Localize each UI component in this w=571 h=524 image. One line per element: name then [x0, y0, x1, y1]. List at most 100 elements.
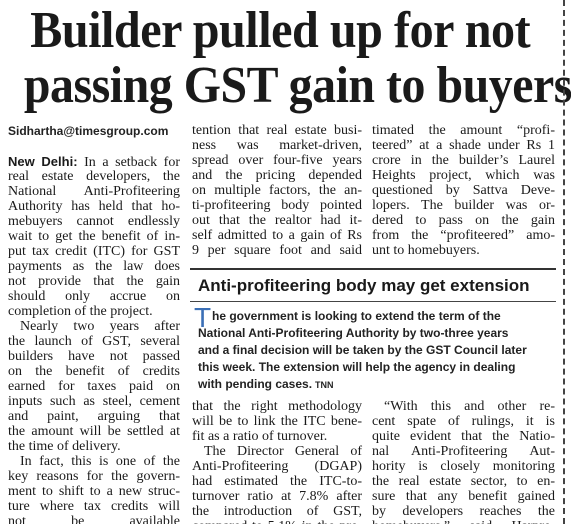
- text-line: will be to link the ITC bene-: [192, 414, 362, 429]
- text-line: homebuyers,” said Harpre-: [372, 519, 555, 524]
- text: on multiple factors, the an-: [192, 183, 362, 198]
- text: out that the realtor had it-: [192, 213, 362, 228]
- text-line-content: on multiple factors, the an-: [192, 183, 362, 198]
- text-line: Nearly two years after: [20, 319, 180, 334]
- text: not be available: [8, 514, 180, 524]
- text-line: Authority has held that ho-: [8, 199, 180, 214]
- text: National Anti-Profiteering Authority by …: [198, 326, 509, 340]
- text-line: the introduction of GST,: [192, 504, 362, 519]
- text-line-content: will be to link the ITC bene-: [192, 414, 362, 429]
- text-line-content: ment to shift to a new struc-: [8, 484, 180, 499]
- text-line: teered” at a shade under Rs 1: [372, 138, 555, 153]
- text: mebuyers cannot endlessly: [8, 214, 180, 229]
- text-line-content: the time of delivery.: [8, 439, 121, 454]
- text: quite evident that the Natio-: [372, 429, 555, 444]
- text-line-content: earned for taxes paid on: [8, 379, 180, 394]
- text-line: from the “profiteered” amo-: [372, 228, 555, 243]
- text: the launch of GST, several: [8, 334, 180, 349]
- text-line: the real estate sector, to en-: [372, 474, 555, 489]
- text-line-content: Anti-Profiteering (DGAP): [192, 459, 362, 474]
- text-line: real estate developers, the: [8, 169, 180, 184]
- text: not provide that the gain: [8, 274, 180, 289]
- text-line: wait to get the benefit of in-: [8, 229, 180, 244]
- text-line-content: by developers reaches the: [372, 504, 555, 519]
- text-line: the launch of GST, several: [8, 334, 180, 349]
- text-line: quite evident that the Natio-: [372, 429, 555, 444]
- text: nal Anti-Profiteering Aut-: [372, 444, 555, 459]
- text: 9 per square foot and said: [192, 243, 362, 258]
- text-line-content: 9 per square foot and said: [192, 243, 362, 258]
- text: put tax credit (ITC) for GST: [8, 244, 180, 259]
- text-line: that the right methodology: [192, 399, 362, 414]
- text: the amount will be settled at: [8, 424, 180, 439]
- text-line: crore in the builder’s Laurel: [372, 153, 555, 168]
- text-line-content: hority is closely monitoring: [372, 459, 555, 474]
- text-line: The Director General of: [204, 444, 362, 459]
- text-line-content: “With this and other re-: [384, 399, 555, 414]
- text-line: compared to 5.1% in the pre-: [192, 519, 362, 524]
- text-line: mebuyers cannot endlessly: [8, 214, 180, 229]
- text-line-content: should only accrue on: [8, 289, 180, 304]
- text-line-content: teered” at a shade under Rs 1: [372, 138, 555, 153]
- text-line: dered to pass on the gain: [372, 213, 555, 228]
- text-line-content: ti-profiteering body pointed: [192, 198, 362, 213]
- text: Authority has held that ho-: [8, 199, 180, 214]
- text-line-content: and paint, arguing that: [8, 409, 180, 424]
- text: hority is closely monitoring: [372, 459, 555, 474]
- text: the introduction of GST,: [192, 504, 362, 519]
- credit: TNN: [315, 380, 334, 390]
- text: the time of delivery.: [8, 439, 121, 454]
- text: self admitted to a gain of Rs: [192, 228, 362, 243]
- text: payments as the law does: [8, 259, 180, 274]
- text-line-content: inputs such as steel, cement: [8, 394, 180, 409]
- text-line-content: had estimated the ITC-to-: [192, 474, 362, 489]
- text: National Anti-Profiteering: [8, 184, 180, 199]
- text: key reasons for the govern-: [8, 469, 180, 484]
- text: and paint, arguing that: [8, 409, 180, 424]
- text-line-content: turnover ratio at 7.8% after: [192, 489, 362, 504]
- drop-initial: T: [194, 302, 212, 333]
- text-line: timated the amount “profi-: [372, 123, 555, 138]
- text-line-content: self admitted to a gain of Rs: [192, 228, 362, 243]
- text: the real estate sector, to en-: [372, 474, 555, 489]
- text-line: nal Anti-Profiteering Aut-: [372, 444, 555, 459]
- text: fit as a ratio of turnover.: [192, 429, 328, 444]
- text: Heights project, which was: [372, 168, 555, 183]
- text-line-content: out that the realtor had it-: [192, 213, 362, 228]
- text-line: had estimated the ITC-to-: [192, 474, 362, 489]
- text: ness was market-driven,: [192, 138, 362, 153]
- text-line: ness was market-driven,: [192, 138, 362, 153]
- text-line: self admitted to a gain of Rs: [192, 228, 362, 243]
- text-line-content: and the pricing depended: [192, 168, 362, 183]
- text: and a final decision will be taken by th…: [198, 343, 527, 357]
- text-line-content: In fact, this is one of the: [20, 454, 180, 469]
- text-line-content: fit as a ratio of turnover.: [192, 429, 327, 444]
- text-line-content: compared to 5.1% in the pre-: [192, 519, 362, 524]
- text: and the pricing depended: [192, 168, 362, 183]
- text: by developers reaches the: [372, 504, 555, 519]
- text: on the benefit of credits: [8, 364, 180, 379]
- text-line-content: not be available: [8, 514, 180, 524]
- text-line: 9 per square foot and said: [192, 243, 362, 258]
- text-line-content: lopers. The builder was or-: [372, 198, 555, 213]
- text-line: hority is closely monitoring: [372, 459, 555, 474]
- text-line: cent spate of rulings, it is: [372, 414, 555, 429]
- text-line-content: payments as the law does: [8, 259, 180, 274]
- text-line-content: Nearly two years after: [20, 319, 180, 334]
- sidebar-line: National Anti-Profiteering Authority by …: [198, 325, 508, 342]
- text: he government is looking to extend the t…: [212, 309, 501, 323]
- text: that the right methodology: [192, 399, 362, 414]
- text: dered to pass on the gain: [372, 213, 555, 228]
- text-line: questioned by Sattva Deve-: [372, 183, 555, 198]
- text: The Director General of: [204, 444, 362, 459]
- text-line: not be available: [8, 514, 180, 524]
- text-line-content: the launch of GST, several: [8, 334, 180, 349]
- text: crore in the builder’s Laurel: [372, 153, 555, 168]
- text-line-content: the introduction of GST,: [192, 504, 362, 519]
- text: ti-profiteering body pointed: [192, 198, 362, 213]
- text-line: payments as the law does: [8, 259, 180, 274]
- text: unt to homebuyers.: [372, 243, 480, 258]
- sidebar-line: with pending cases. TNN: [198, 376, 334, 394]
- text-line-content: wait to get the benefit of in-: [8, 229, 180, 244]
- text-line: out that the realtor had it-: [192, 213, 362, 228]
